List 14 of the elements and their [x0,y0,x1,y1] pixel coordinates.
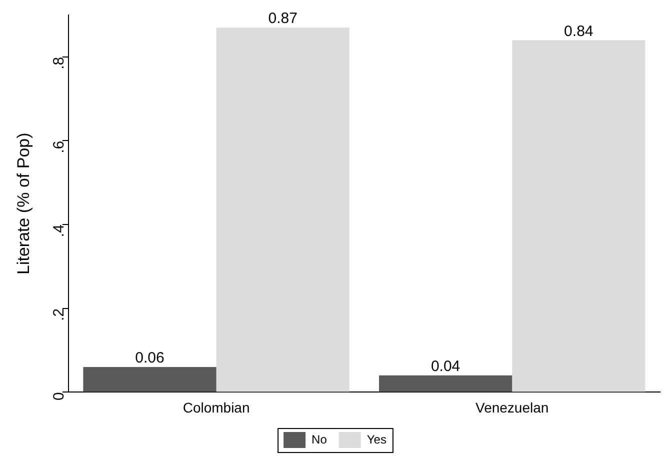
y-tick-label: .6 [50,140,68,154]
data-label: 0.87 [268,10,298,28]
data-label: 0.04 [430,358,460,376]
x-tick-label: Colombian [182,399,250,416]
y-axis-title: Literate (% of Pop) [14,132,33,274]
x-tick-label: Venezuelan [476,399,549,416]
y-tick-label: .4 [50,224,68,238]
y-tick-label: .8 [50,56,68,70]
legend-label: Yes [366,432,386,446]
y-tick-label: .2 [50,308,68,321]
data-label: 0.06 [135,350,164,367]
y-tick-label: 0 [50,392,68,401]
data-label: 0.84 [564,22,594,40]
legend-label: No [312,432,328,446]
